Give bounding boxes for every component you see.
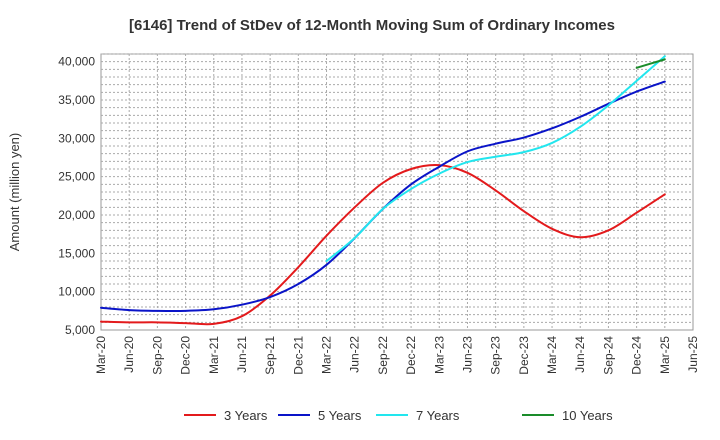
series-line-10-years: [635, 58, 666, 69]
x-tick-label: Mar-22: [320, 336, 334, 374]
x-tick-label: Jun-25: [686, 336, 700, 373]
legend-label-5-years: 5 Years: [318, 408, 362, 423]
x-tick-label: Jun-23: [460, 336, 474, 373]
legend: 3 Years 5 Years 7 Years 10 Years: [184, 408, 613, 423]
y-tick-label: 10,000: [58, 285, 95, 299]
x-tick-label: Mar-25: [658, 336, 672, 374]
legend-label-7-years: 7 Years: [416, 408, 460, 423]
y-tick-label: 25,000: [58, 170, 95, 184]
legend-label-10-years: 10 Years: [562, 408, 613, 423]
y-axis-label: Amount (million yen): [7, 133, 22, 252]
x-tick-label: Mar-21: [207, 336, 221, 374]
y-tick-label: 5,000: [65, 323, 95, 337]
x-tick-label: Sep-22: [376, 336, 390, 375]
x-tick-label: Dec-20: [179, 336, 193, 375]
y-tick-label: 40,000: [58, 55, 95, 69]
x-tick-label: Dec-24: [630, 336, 644, 375]
legend-label-3-years: 3 Years: [224, 408, 268, 423]
series-line-3-years: [100, 164, 666, 326]
x-tick-label: Dec-23: [517, 336, 531, 375]
x-tick-label: Jun-22: [348, 336, 362, 373]
series-line-7-years: [325, 55, 666, 262]
x-tick-label: Jun-20: [122, 336, 136, 373]
x-tick-label: Jun-21: [235, 336, 249, 373]
chart-title: [6146] Trend of StDev of 12-Month Moving…: [129, 17, 615, 34]
y-tick-label: 20,000: [58, 208, 95, 222]
x-tick-label: Sep-24: [601, 336, 615, 375]
x-tick-label: Sep-21: [263, 336, 277, 375]
x-tick-label: Mar-24: [545, 336, 559, 374]
y-tick-label: 35,000: [58, 93, 95, 107]
y-tick-label: 15,000: [58, 246, 95, 260]
plot-area: 5,000 10,000 15,000 20,000 25,000 30,000 35,00…: [58, 53, 700, 375]
x-tick-label: Jun-24: [573, 336, 587, 373]
x-tick-label: Sep-20: [150, 336, 164, 375]
x-tick-label: Dec-21: [291, 336, 305, 375]
x-tick-label: Mar-20: [94, 336, 108, 374]
y-tick-label: 30,000: [58, 131, 95, 145]
x-tick-label: Dec-22: [404, 336, 418, 375]
x-tick-label: Sep-23: [489, 336, 503, 375]
x-tick-label: Mar-23: [432, 336, 446, 374]
